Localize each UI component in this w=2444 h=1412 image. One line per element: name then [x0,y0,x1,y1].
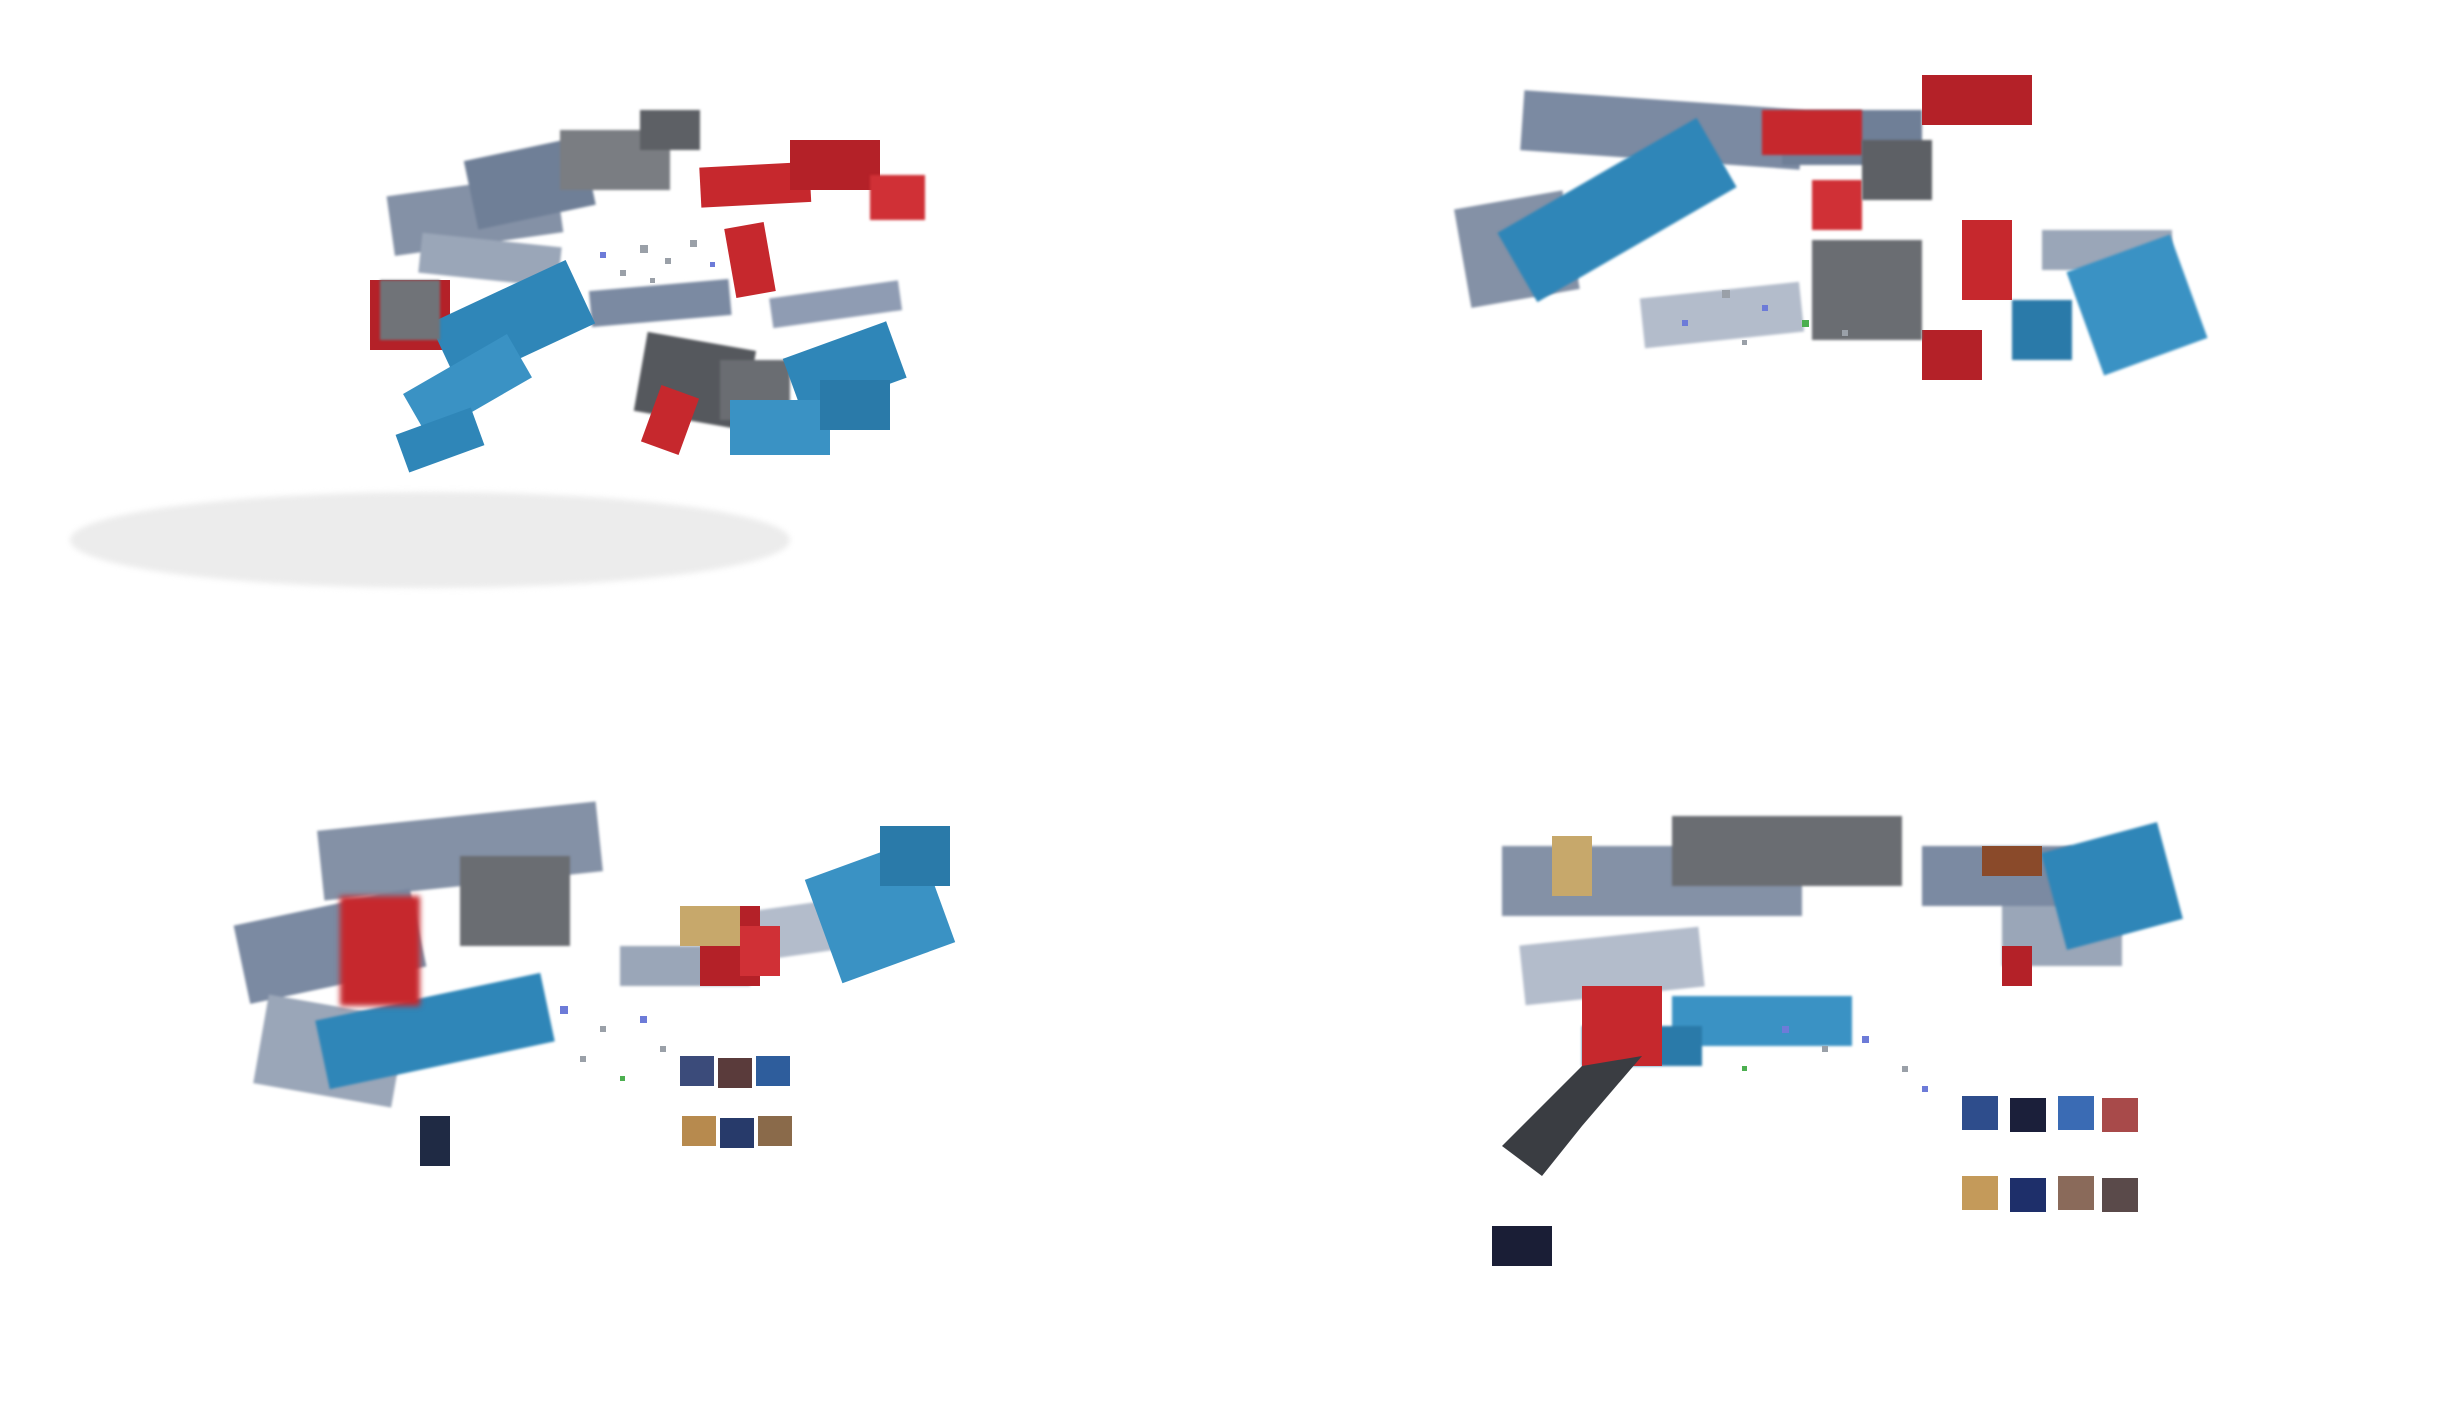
frame-4 [1222,706,2444,1412]
blue-blocks [1497,117,2208,376]
red-blocks [1582,946,2032,1066]
particles [560,1006,666,1081]
photo-tiles [420,906,792,1166]
frame-2 [1222,0,2444,706]
steel-blocks [386,110,903,430]
blue-blocks [395,259,907,473]
gray-blocks [460,856,570,946]
particles [1742,1026,1928,1092]
frame-3-canvas [233,801,956,1166]
floor-shadow [70,492,790,588]
gray-blocks [1672,816,1902,886]
red-blocks [1762,75,2032,380]
particles [600,240,715,283]
particles [1682,290,1848,345]
photo-tiles [1492,836,2138,1266]
dinosaur-figure [1502,1056,1642,1176]
frame-2-canvas [1454,75,2208,380]
gray-blocks [1812,140,1932,340]
frame-4-canvas [1492,816,2183,1266]
blue-blocks [315,826,956,1090]
frame-3 [0,706,1222,1412]
frame-1-canvas [70,110,925,588]
frame-1 [0,0,1222,706]
